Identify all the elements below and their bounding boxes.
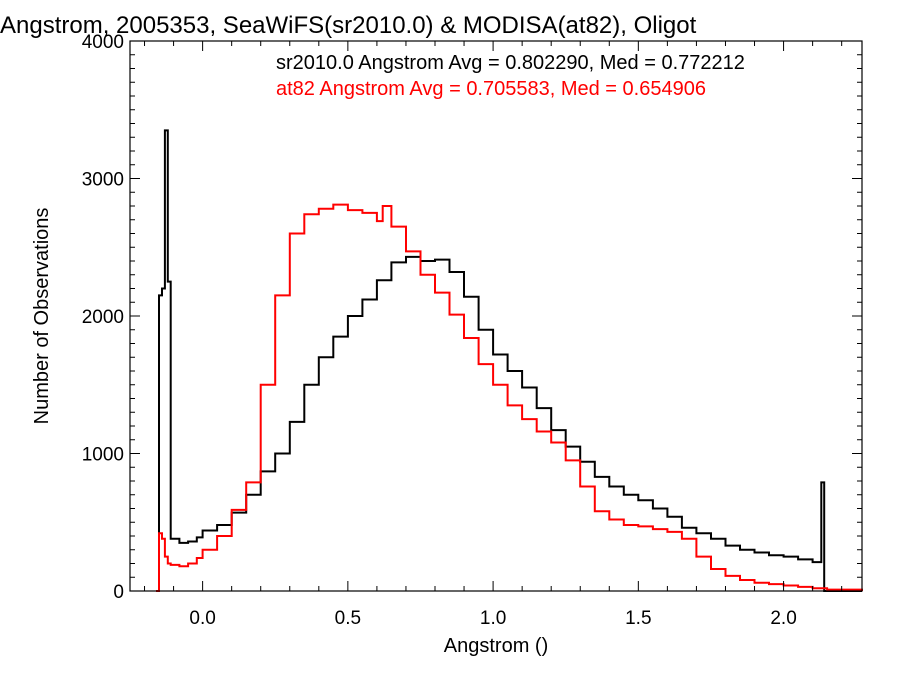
x-tick-label: 1.5 [625, 608, 651, 629]
x-tick-label: 2.0 [770, 608, 796, 629]
series-layer [156, 129, 863, 592]
plot-frame [129, 40, 863, 592]
y-axis-label: Number of Observations [31, 208, 53, 425]
series-1-line [156, 203, 863, 592]
y-axis: 0 1000 2000 3000 4000 [82, 32, 862, 603]
x-axis: 0.0 0.5 1.0 1.5 2.0 [144, 41, 843, 629]
y-tick-label: 4000 [82, 32, 124, 53]
y-tick-label: 0 [113, 582, 124, 603]
x-tick-label: 1.0 [480, 608, 506, 629]
x-axis-label: Angstrom () [444, 635, 548, 657]
x-tick-label: 0.5 [335, 608, 361, 629]
chart-title: Angstrom, 2005353, SeaWiFS(sr2010.0) & M… [0, 12, 697, 39]
annotation-sr2010: sr2010.0 Angstrom Avg = 0.802290, Med = … [276, 52, 745, 74]
plot-area: 0.0 0.5 1.0 1.5 2.0 0 1000 2000 3000 4000 [82, 32, 863, 629]
y-tick-label: 2000 [82, 307, 124, 328]
series-0-line [156, 129, 862, 592]
annotation-at82: at82 Angstrom Avg = 0.705583, Med = 0.65… [276, 78, 706, 100]
y-tick-label: 1000 [82, 445, 124, 466]
x-tick-label: 0.0 [189, 608, 215, 629]
y-tick-label: 3000 [82, 170, 124, 191]
